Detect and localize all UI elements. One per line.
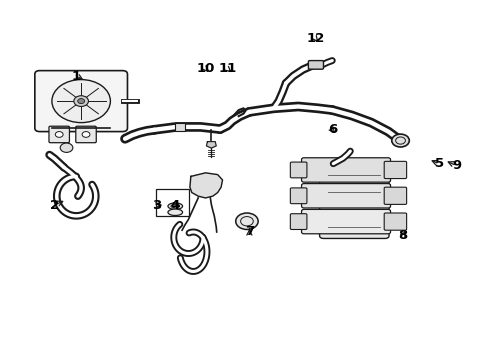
Polygon shape: [189, 173, 222, 198]
Text: 2: 2: [50, 199, 59, 212]
Circle shape: [52, 80, 110, 123]
FancyBboxPatch shape: [290, 214, 306, 229]
FancyBboxPatch shape: [308, 60, 323, 69]
FancyBboxPatch shape: [384, 213, 406, 230]
Circle shape: [74, 96, 88, 107]
FancyBboxPatch shape: [301, 210, 390, 234]
Circle shape: [78, 99, 84, 104]
FancyBboxPatch shape: [290, 188, 306, 204]
Text: 8: 8: [398, 229, 407, 242]
FancyBboxPatch shape: [76, 126, 96, 143]
Text: 7: 7: [244, 225, 253, 238]
Text: 9: 9: [451, 159, 460, 172]
Bar: [156, 189, 188, 216]
FancyBboxPatch shape: [301, 184, 390, 208]
FancyBboxPatch shape: [49, 126, 69, 143]
Circle shape: [60, 143, 73, 152]
Text: 10: 10: [196, 62, 214, 75]
Polygon shape: [206, 141, 216, 148]
Ellipse shape: [167, 203, 182, 210]
Circle shape: [235, 213, 258, 229]
FancyBboxPatch shape: [384, 161, 406, 179]
Circle shape: [391, 134, 408, 147]
Text: 6: 6: [327, 123, 336, 136]
FancyBboxPatch shape: [384, 187, 406, 204]
Circle shape: [82, 132, 90, 137]
Circle shape: [55, 132, 63, 137]
Text: 3: 3: [152, 199, 161, 212]
Text: 12: 12: [305, 32, 324, 45]
Bar: [175, 123, 184, 131]
Ellipse shape: [167, 209, 182, 216]
FancyBboxPatch shape: [319, 163, 388, 238]
FancyBboxPatch shape: [290, 162, 306, 178]
Text: 1: 1: [72, 69, 81, 82]
Text: 5: 5: [434, 157, 443, 170]
FancyBboxPatch shape: [35, 71, 127, 132]
Text: 11: 11: [218, 62, 236, 75]
Text: 4: 4: [170, 199, 180, 212]
FancyBboxPatch shape: [301, 158, 390, 182]
